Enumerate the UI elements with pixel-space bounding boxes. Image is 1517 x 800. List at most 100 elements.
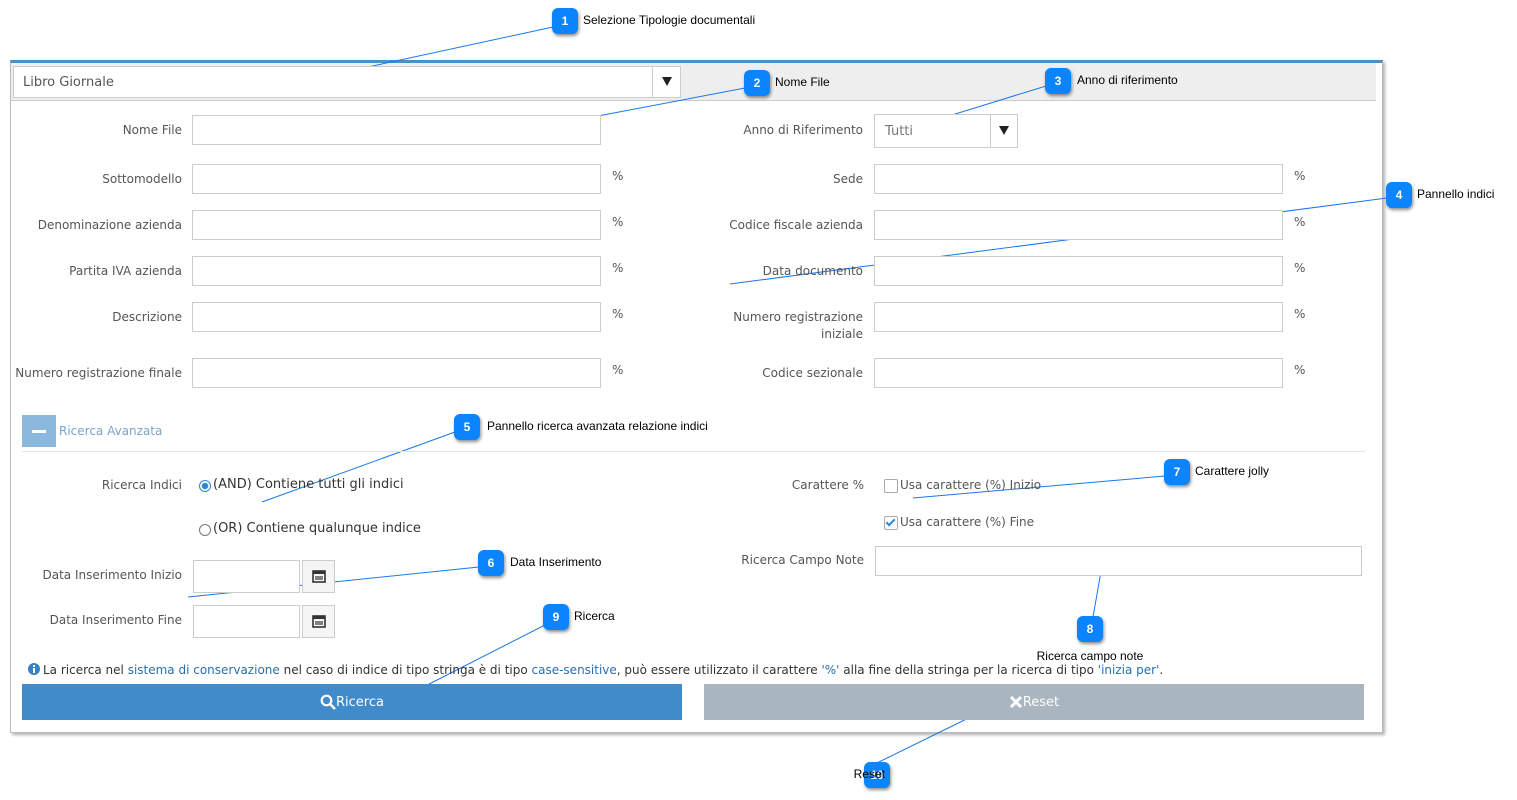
select-value: Libro Giornale [23,74,114,90]
callout-label: Pannello indici [1417,187,1495,201]
radio-label[interactable]: (AND) Contiene tutti gli indici [213,477,404,492]
radio[interactable] [199,524,211,536]
field-label: Ricerca Campo Note [741,553,864,567]
text-input[interactable] [874,302,1283,332]
field-label: Anno di Riferimento [743,123,863,137]
callout-badge: 7 [1164,459,1190,485]
callout-badge: 10 [864,762,890,788]
field-label: Numero registrazione finale [15,366,182,380]
button-label: Reset [1022,694,1060,710]
field-label: Descrizione [112,310,182,324]
minus [32,430,46,433]
reset-icon [1009,695,1022,709]
divider [22,451,1365,452]
arrow [999,126,1009,135]
callout-badge: 9 [543,604,569,630]
callout-label: Ricerca [574,609,615,623]
text-input[interactable] [192,164,601,194]
field-label: Codice fiscale azienda [729,218,863,232]
callout-badge: 4 [1386,182,1412,208]
button-label: Ricerca [336,694,384,710]
info-link: case-sensitive [531,663,617,677]
callout-badge: 6 [478,550,504,576]
field-label: Sede [833,172,863,186]
callout-label: Data Inserimento [510,555,602,569]
text-input[interactable] [192,358,601,388]
callout-label: Ricerca campo note [1036,649,1144,663]
callout-line [912,475,1166,499]
select-arrow [990,114,1018,148]
date-input[interactable] [193,605,300,638]
radio-label[interactable]: (OR) Contiene qualunque indice [213,521,421,536]
checkbox[interactable] [884,479,898,493]
info-segment: La ricerca nel [43,663,128,677]
suffix: % [612,307,624,321]
info-link: 'inizia per' [1097,663,1160,677]
field-label: Data Inserimento Fine [49,613,182,627]
radio[interactable] [199,480,211,492]
callout-badge: 3 [1045,68,1071,94]
calendar-button[interactable] [302,605,335,638]
info-link: '%' [821,663,840,677]
callout-label: Anno di riferimento [1077,73,1178,87]
callout-badge: 8 [1077,616,1103,642]
suffix: % [612,169,624,183]
callout-line [576,87,746,121]
callout-label: Pannello ricerca avanzata relazione indi… [487,419,708,433]
text-input[interactable] [192,302,601,332]
text-input[interactable] [192,256,601,286]
panel [10,60,1383,733]
info-segment: . [1159,663,1164,677]
date-input[interactable] [193,560,300,593]
calendar-icon [312,615,326,628]
callout-line [261,431,456,503]
text-input[interactable] [874,358,1283,388]
field-label: Data documento [762,264,863,278]
checkbox-label[interactable]: Usa carattere (%) Fine [900,515,1035,529]
suffix: % [1294,261,1306,275]
search-button[interactable]: Ricerca [22,684,682,720]
callout-label: Carattere jolly [1195,464,1270,478]
text-input[interactable] [874,164,1283,194]
checkbox[interactable] [884,516,898,530]
info-icon [28,663,40,675]
reset-button[interactable]: Reset [704,684,1364,720]
callout-badge: 5 [454,414,480,440]
callout-badge: 2 [744,70,770,96]
suffix: % [612,261,624,275]
info-text: La ricerca nel sistema di conservazione … [28,663,1163,677]
field-label: Nome File [122,123,182,137]
suffix: % [1294,307,1306,321]
suffix: % [1294,363,1306,377]
info-segment: alla fine della stringa per la ricerca d… [839,663,1098,677]
suffix: % [1294,215,1306,229]
document-type-select[interactable]: Libro Giornale [13,66,681,98]
notes-input[interactable] [875,546,1362,576]
suffix: % [612,215,624,229]
callout-badge: 1 [552,8,578,34]
text-input[interactable] [192,115,601,145]
field-label: Ricerca Indici [101,478,182,492]
checkbox-label[interactable]: Usa carattere (%) Inizio [900,478,1042,492]
info-segment: nel caso di indice di tipo stringa è di … [279,663,532,677]
calendar-button[interactable] [302,560,335,593]
field-label: Codice sezionale [762,366,863,380]
select-value: Tutti [885,123,914,139]
suffix: % [1294,169,1306,183]
calendar-icon [312,570,326,583]
info-link: sistema di conservazione [127,663,280,677]
callout-label: Selezione Tipologie documentali [583,13,756,27]
field-label: Numero registrazione iniziale [733,310,863,341]
text-input[interactable] [874,210,1283,240]
text-input[interactable] [192,210,601,240]
select-arrow [652,66,681,98]
toggle-label[interactable]: Ricerca Avanzata [59,424,163,438]
text-input[interactable] [874,256,1283,286]
arrow [662,77,672,86]
field-label: Denominazione azienda [37,218,182,232]
suffix: % [612,363,624,377]
field-label: Partita IVA azienda [69,264,182,278]
callout-label: Reset [853,767,885,781]
year-select[interactable]: Tutti [874,114,1018,148]
